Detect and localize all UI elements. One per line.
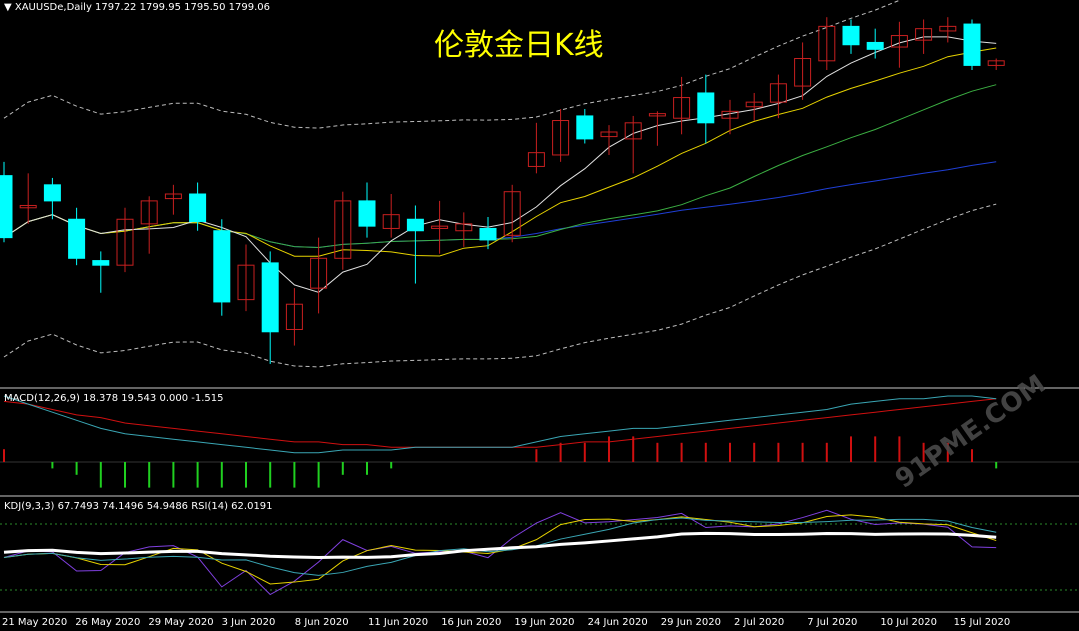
ma-yellow-line bbox=[3, 47, 997, 257]
x-tick-label: 16 Jun 2020 bbox=[441, 617, 501, 628]
candle-body bbox=[43, 184, 61, 202]
candle-body bbox=[261, 262, 279, 333]
candle-body bbox=[600, 131, 618, 138]
candle-body bbox=[866, 41, 884, 50]
candle-body bbox=[842, 25, 860, 46]
symbol-header: ▼ XAUUSDe,Daily 1797.22 1799.95 1795.50 … bbox=[4, 2, 271, 13]
candle-body bbox=[939, 25, 957, 32]
candle-body bbox=[382, 214, 400, 229]
x-tick-label: 10 Jul 2020 bbox=[880, 617, 937, 628]
candle-body bbox=[794, 58, 812, 87]
candle-body bbox=[455, 223, 473, 232]
x-tick-label: 19 Jun 2020 bbox=[514, 617, 574, 628]
x-tick-label: 11 Jun 2020 bbox=[368, 617, 428, 628]
x-tick-label: 29 May 2020 bbox=[148, 617, 213, 628]
candle-body bbox=[164, 193, 182, 200]
candle-body bbox=[503, 191, 521, 236]
candle-body bbox=[527, 152, 545, 167]
x-tick-label: 8 Jun 2020 bbox=[295, 617, 349, 628]
candle-body bbox=[237, 264, 255, 301]
candle-body bbox=[818, 25, 836, 62]
candle-body bbox=[0, 175, 13, 239]
candle-body bbox=[116, 218, 134, 266]
x-tick-label: 3 Jun 2020 bbox=[222, 617, 276, 628]
ma-green-line bbox=[3, 84, 997, 249]
chart-title: 伦敦金日K线 bbox=[434, 28, 604, 63]
x-tick-label: 7 Jul 2020 bbox=[807, 617, 857, 628]
ma-blue-line bbox=[3, 161, 997, 249]
kdj-label: KDJ(9,3,3) 67.7493 74.1496 54.9486 RSI(1… bbox=[4, 501, 273, 512]
candle-body bbox=[576, 115, 594, 140]
candle-body bbox=[310, 257, 328, 289]
candle-body bbox=[673, 97, 691, 119]
x-tick-label: 21 May 2020 bbox=[2, 617, 67, 628]
x-tick-label: 15 Jul 2020 bbox=[954, 617, 1011, 628]
candle-body bbox=[552, 120, 570, 156]
candle-body bbox=[406, 218, 424, 232]
candle-body bbox=[92, 260, 110, 266]
candle-body bbox=[189, 193, 207, 223]
ma-white-line bbox=[3, 36, 997, 293]
candle-body bbox=[769, 83, 787, 103]
candle-body bbox=[963, 23, 981, 66]
candle-body bbox=[479, 227, 497, 241]
candle-body bbox=[697, 92, 715, 124]
candle-body bbox=[624, 122, 642, 140]
candle-body bbox=[68, 218, 86, 259]
candle-body bbox=[987, 60, 1005, 66]
macd-signal-line bbox=[3, 398, 997, 448]
candle-body bbox=[745, 101, 763, 108]
candle-body bbox=[431, 225, 449, 229]
macd-label: MACD(12,26,9) 18.378 19.543 0.000 -1.515 bbox=[4, 393, 224, 404]
candle-body bbox=[334, 200, 352, 259]
candle-body bbox=[140, 200, 158, 225]
x-tick-label: 29 Jun 2020 bbox=[661, 617, 721, 628]
candle-body bbox=[915, 28, 933, 41]
candle-body bbox=[19, 204, 37, 209]
macd-line bbox=[3, 395, 997, 454]
lower-band-line bbox=[3, 203, 997, 368]
rsi-line bbox=[3, 531, 997, 560]
candle-body bbox=[890, 35, 908, 48]
candle-body bbox=[648, 113, 666, 117]
x-tick-label: 2 Jul 2020 bbox=[734, 617, 784, 628]
candle-body bbox=[721, 110, 739, 119]
candle-body bbox=[358, 200, 376, 227]
kdj-k-line bbox=[3, 517, 997, 576]
candle-body bbox=[285, 303, 303, 330]
x-tick-label: 26 May 2020 bbox=[75, 617, 140, 628]
x-tick-label: 24 Jun 2020 bbox=[588, 617, 648, 628]
candle-body bbox=[213, 230, 231, 303]
